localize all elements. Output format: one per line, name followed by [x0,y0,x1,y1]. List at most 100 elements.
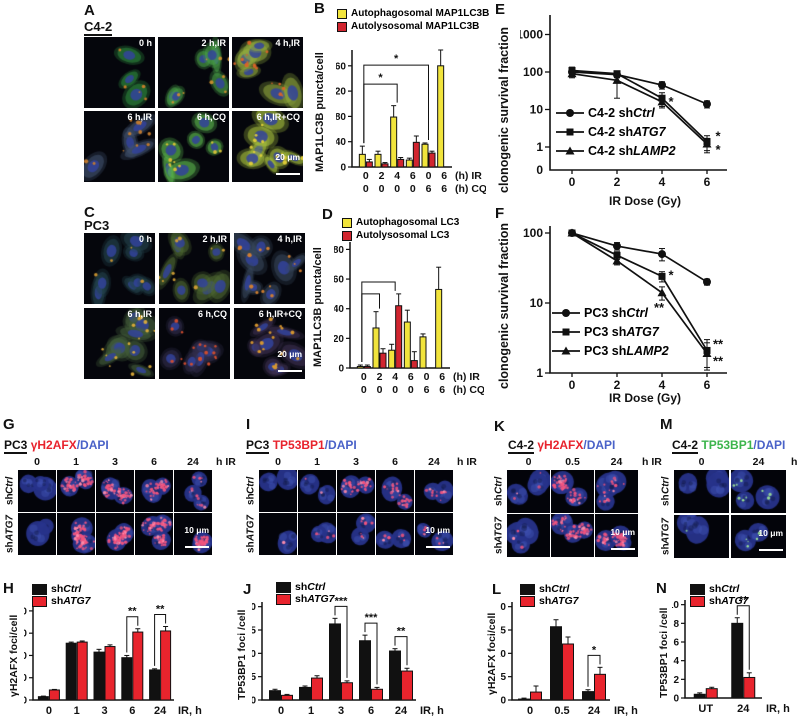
micro-image [595,470,638,513]
legend-entry: shATG7 [690,595,749,607]
legend-entry: C4-2 shCtrl [556,106,676,120]
svg-text:6: 6 [441,183,447,195]
svg-text:4: 4 [394,170,400,182]
micro-image [298,513,336,555]
panel-f-legend: PC3 shCtrl PC3 shATG7 PC3 shLAMP2 [552,306,669,363]
svg-text:100: 100 [523,65,543,79]
micro-tile [337,470,375,512]
svg-text:20: 20 [334,334,344,345]
panel-title: C4-2 TP53BP1/DAPI [672,438,785,454]
svg-text:6: 6 [129,705,135,717]
panel-e-xlabel: IR Dose (Gy) [608,194,681,208]
svg-text:**: ** [654,300,665,315]
svg-text:120: 120 [336,87,346,98]
column-unit-label: h IR [216,456,236,468]
svg-text:(h) IR: (h) IR [455,170,482,182]
panel-d-ylabel: MAP1LC3B puncta/cell [312,247,324,368]
label-part: Ctrl [245,476,257,494]
svg-text:20: 20 [252,602,256,613]
svg-text:6: 6 [439,371,445,383]
panel-letter-j: J [243,581,252,598]
label-part: sh [245,493,257,506]
micro-image [674,515,729,558]
micro-tile [376,470,414,512]
svg-text:0: 0 [500,696,506,707]
scale-bar: 10 μm [184,526,209,553]
micro-image [84,233,155,304]
svg-text:2: 2 [377,371,383,383]
panel-letter-k: K [494,418,505,435]
row-label: sh ATG7 [245,513,257,555]
label-part: TP53BP1 [701,438,754,452]
panel-c-images: PC3 0 h 2 h,IR 4 h,IR 6 h,IR 6 h,CQ 6 h,IR+CQ 2… [84,202,314,387]
svg-text:(h) IR: (h) IR [453,371,480,383]
svg-text:6: 6 [704,378,711,392]
legend-swatch [520,595,535,607]
panel-letter-a: A [84,2,95,19]
panel-f-xlabel: IR Dose (Gy) [608,391,681,405]
panel-e-legend: C4-2 shCtrl C4-2 shATG7 C4-2 shLAMP2 [556,106,676,163]
svg-text:IR, h: IR, h [420,705,444,717]
legend-label: shCtrl [709,583,740,595]
micro-image [551,470,594,513]
scale-bar-line [185,546,209,548]
tile-time-label: 6 h,IR+CQ [258,309,302,319]
svg-text:0: 0 [252,696,256,707]
micro-tile: 10 μm [731,515,786,558]
scale-bar-label: 10 μm [610,527,635,537]
legend-swatch [276,593,291,605]
scale-bar-label: 20 μm [275,152,300,162]
svg-text:10: 10 [530,296,544,310]
column-unit-label: h IR [457,456,477,468]
micro-tile [674,515,729,558]
micro-image [234,308,305,379]
legend-entry: shCtrl [32,583,91,595]
legend-marker [556,146,584,155]
legend-label: shATG7 [295,593,335,605]
svg-text:**: ** [156,604,165,616]
micro-image [674,470,729,513]
column-header: 1 [314,456,320,468]
legend-swatch [32,583,47,595]
scale-bar: 10 μm [610,528,635,555]
micro-tile: 10 μm [174,513,212,555]
legend-marker [556,109,584,117]
micro-image [135,513,173,555]
svg-text:**: ** [397,626,406,638]
svg-text:6: 6 [424,384,430,396]
svg-text:UT: UT [698,703,713,715]
micro-image [158,37,229,108]
svg-text:***: *** [365,612,379,624]
label-part: Ctrl [660,477,672,495]
legend-entry: shATG7 [32,595,91,607]
legend-label: shATG7 [51,595,91,607]
label-part: γH2AFX [537,438,584,452]
svg-text:5: 5 [252,672,256,683]
tile-time-label: 0 h [138,38,152,48]
micro-image [84,37,155,108]
svg-text:1: 1 [308,705,314,717]
label-part: γH2AFX [30,438,77,452]
legend-entry: Autolysosomal MAP1LC3B [337,21,489,32]
column-header: 0 [698,456,705,468]
micro-tile [57,470,95,512]
panel-n-ylabel: TP53BP1 foci /cell [658,607,670,698]
svg-text:6: 6 [408,371,414,383]
legend-label: Autolysosomal LC3 [356,230,450,241]
panel-letter-e: E [495,1,506,18]
column-header: 1 [73,456,79,468]
svg-text:6: 6 [368,705,374,717]
micro-image [84,308,155,379]
label-part: ATG7 [493,516,505,543]
legend-entry: shCtrl [690,583,749,595]
micro-tile [376,513,414,555]
svg-text:0: 0 [278,705,284,717]
micro-image [159,308,230,379]
column-header: 6 [151,456,157,468]
legend-label: PC3 shLAMP2 [584,344,669,358]
panel-letter-m: M [660,416,673,433]
svg-text:IR, h: IR, h [178,705,202,717]
scale-bar-line [278,370,302,372]
